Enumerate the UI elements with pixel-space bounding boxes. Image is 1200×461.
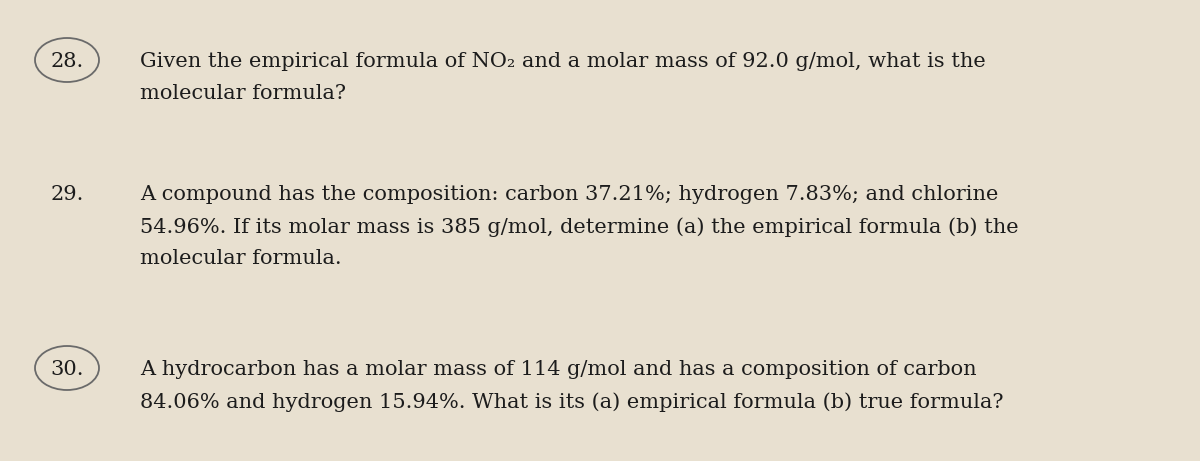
Text: 30.: 30. (50, 360, 84, 379)
Text: A compound has the composition: carbon 37.21%; hydrogen 7.83%; and chlorine: A compound has the composition: carbon 3… (140, 185, 998, 204)
Text: molecular formula?: molecular formula? (140, 84, 346, 103)
Text: A hydrocarbon has a molar mass of 114 g/mol and has a composition of carbon: A hydrocarbon has a molar mass of 114 g/… (140, 360, 977, 379)
Text: molecular formula.: molecular formula. (140, 249, 342, 268)
Text: 28.: 28. (50, 52, 84, 71)
Text: Given the empirical formula of NO₂ and a molar mass of 92.0 g/mol, what is the: Given the empirical formula of NO₂ and a… (140, 52, 985, 71)
Text: 84.06% and hydrogen 15.94%. What is its (a) empirical formula (b) true formula?: 84.06% and hydrogen 15.94%. What is its … (140, 392, 1003, 412)
Text: 29.: 29. (50, 185, 84, 204)
Text: 54.96%. If its molar mass is 385 g/mol, determine (a) the empirical formula (b) : 54.96%. If its molar mass is 385 g/mol, … (140, 217, 1019, 236)
